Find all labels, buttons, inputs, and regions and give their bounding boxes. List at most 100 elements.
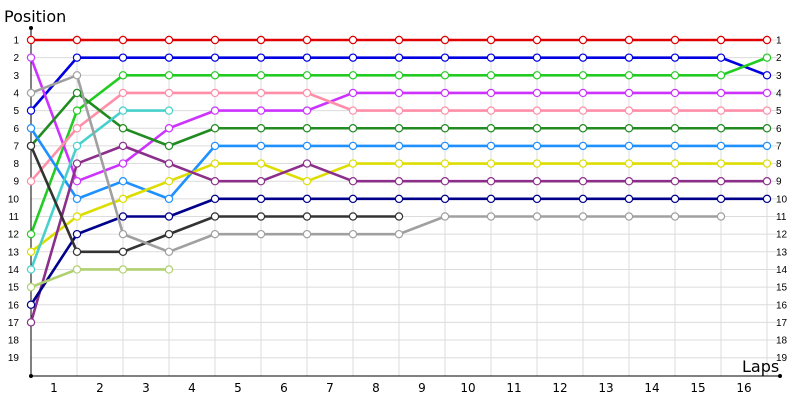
y-tick-label-left: 19 — [8, 353, 20, 364]
data-point — [394, 229, 404, 239]
data-point — [256, 141, 266, 151]
data-point — [72, 212, 82, 221]
data-point — [118, 247, 128, 256]
x-tick-label: 6 — [280, 381, 288, 395]
data-point — [762, 159, 772, 168]
data-point — [762, 141, 772, 151]
y-tick-label-right: 11 — [776, 212, 787, 223]
data-point — [118, 53, 128, 62]
series-points — [26, 35, 772, 327]
data-point — [164, 229, 174, 239]
data-point — [26, 176, 36, 186]
data-point — [348, 71, 358, 80]
data-point — [716, 124, 726, 133]
data-point — [716, 35, 726, 45]
data-point — [578, 88, 588, 98]
data-point — [440, 176, 450, 186]
data-point — [394, 176, 404, 186]
data-point — [532, 35, 542, 45]
data-point — [302, 229, 312, 239]
data-point — [716, 176, 726, 186]
data-point — [164, 71, 174, 80]
data-point — [348, 124, 358, 133]
data-point — [210, 159, 220, 168]
data-point — [440, 194, 450, 204]
y-tick-label-left: 14 — [8, 265, 20, 276]
data-point — [302, 212, 312, 221]
data-point — [394, 106, 404, 115]
data-point — [578, 71, 588, 80]
y-tick-label-right: 13 — [776, 247, 788, 258]
x-tick-label: 9 — [418, 381, 426, 395]
data-point — [72, 194, 82, 204]
data-point — [578, 141, 588, 151]
data-point — [486, 35, 496, 45]
data-point — [256, 35, 266, 45]
data-point — [72, 141, 82, 151]
data-point — [624, 212, 634, 221]
data-point — [670, 194, 680, 204]
data-point — [72, 229, 82, 239]
data-point — [716, 212, 726, 221]
y-tick-label-right: 3 — [776, 71, 782, 82]
data-point — [624, 88, 634, 98]
data-point — [164, 88, 174, 98]
y-tick-label-right: 7 — [776, 141, 782, 152]
data-point — [256, 176, 266, 186]
y-tick-label-left: 1 — [13, 36, 19, 47]
y-tick-label-left: 13 — [8, 247, 20, 258]
x-axis-title: Laps — [742, 357, 779, 376]
data-point — [716, 141, 726, 151]
data-point — [670, 53, 680, 62]
data-point — [164, 141, 174, 151]
data-point — [486, 159, 496, 168]
data-point — [256, 212, 266, 221]
data-point — [26, 265, 36, 274]
data-point — [210, 88, 220, 98]
data-point — [532, 71, 542, 80]
y-tick-label-left: 16 — [8, 300, 20, 311]
data-point — [302, 159, 312, 168]
data-point — [394, 159, 404, 168]
data-point — [486, 176, 496, 186]
data-point — [440, 35, 450, 45]
data-point — [578, 194, 588, 204]
data-point — [26, 35, 36, 45]
data-point — [532, 141, 542, 151]
data-point — [394, 88, 404, 98]
data-point — [762, 106, 772, 115]
data-point — [348, 229, 358, 239]
data-point — [762, 88, 772, 98]
data-point — [670, 176, 680, 186]
data-point — [348, 194, 358, 204]
data-point — [164, 176, 174, 186]
data-point — [578, 106, 588, 115]
x-tick-label: 3 — [142, 381, 150, 395]
x-tick-label: 10 — [460, 381, 475, 395]
y-tick-label-left: 18 — [8, 336, 20, 347]
data-point — [532, 106, 542, 115]
data-point — [118, 141, 128, 151]
data-point — [532, 194, 542, 204]
x-tick-label: 8 — [372, 381, 380, 395]
y-tick-label-right: 10 — [776, 194, 788, 205]
data-point — [440, 88, 450, 98]
data-point — [164, 212, 174, 221]
data-point — [302, 53, 312, 62]
data-point — [394, 124, 404, 133]
data-point — [26, 88, 36, 98]
x-tick-label: 5 — [234, 381, 242, 395]
data-point — [256, 88, 266, 98]
data-point — [26, 300, 36, 309]
data-point — [348, 176, 358, 186]
data-point — [210, 176, 220, 186]
data-point — [348, 159, 358, 168]
data-point — [440, 159, 450, 168]
data-point — [394, 141, 404, 151]
data-point — [302, 35, 312, 45]
data-point — [394, 35, 404, 45]
x-tick-label: 4 — [188, 381, 196, 395]
data-point — [164, 194, 174, 204]
data-point — [440, 53, 450, 62]
